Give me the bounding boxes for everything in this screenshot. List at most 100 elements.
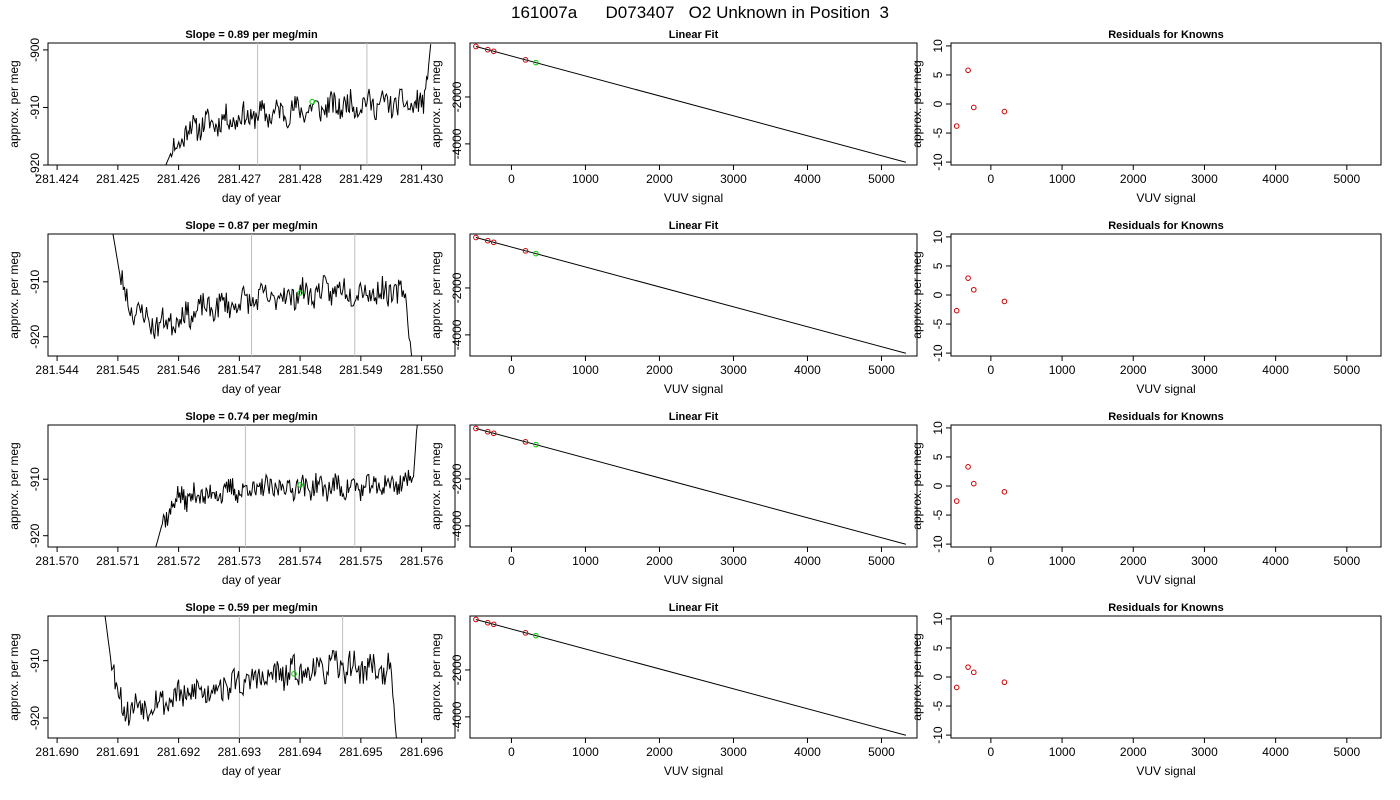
- y-tick-label: -5: [931, 700, 945, 711]
- unknown-point: [533, 59, 539, 66]
- x-tick-label: 4000: [794, 172, 821, 186]
- panel-title: Residuals for Knowns: [1108, 220, 1224, 232]
- known-point: [490, 430, 497, 437]
- y-tick-label: -10: [931, 726, 945, 744]
- x-axis-label: day of year: [222, 191, 281, 205]
- y-tick-label: -900: [28, 38, 42, 62]
- x-tick-label: 4000: [794, 745, 821, 759]
- panel-title: Slope = 0.87 per meg/min: [185, 220, 318, 232]
- x-tick-label: 0: [988, 745, 995, 759]
- x-tick-label: 281.695: [339, 745, 383, 759]
- x-tick-label: 4000: [1262, 554, 1289, 568]
- y-axis-label: approx. per meg: [7, 442, 21, 529]
- y-tick-label: -4000: [450, 510, 464, 541]
- x-tick-label: 281.546: [157, 363, 201, 377]
- unknown-point: [297, 290, 303, 296]
- x-tick-label: 0: [508, 172, 515, 186]
- y-tick-label: -910: [28, 269, 42, 293]
- residual-point: [970, 286, 977, 293]
- x-axis-label: day of year: [222, 764, 281, 778]
- residual-point: [965, 464, 971, 470]
- page-title: 161007a D073407 O2 Unknown in Position 3: [511, 3, 889, 22]
- x-tick-label: 281.424: [35, 172, 79, 186]
- x-tick-label: 2000: [646, 745, 673, 759]
- y-tick-label: -2000: [450, 654, 464, 685]
- y-axis-label: approx. per meg: [910, 60, 924, 147]
- x-tick-label: 1000: [572, 745, 599, 759]
- panel-title: Residuals for Knowns: [1108, 29, 1224, 41]
- y-tick-label: -910: [28, 648, 42, 672]
- x-tick-label: 281.430: [400, 172, 444, 186]
- timeseries-row-1: Slope = 0.89 per meg/min 281.424 281.425 28…: [7, 29, 456, 205]
- x-tick-label: 281.694: [278, 745, 322, 759]
- x-axis-label: VUV signal: [1136, 191, 1195, 205]
- x-tick-label: 5000: [1333, 172, 1360, 186]
- x-axis-label: day of year: [222, 573, 281, 587]
- x-tick-label: 4000: [794, 554, 821, 568]
- residual-point: [965, 67, 971, 74]
- residual-point: [970, 669, 977, 676]
- plot-frame: [47, 615, 456, 739]
- y-tick-label: -2000: [450, 272, 464, 303]
- y-tick-label: -5: [931, 318, 945, 329]
- plot-frame: [47, 424, 456, 548]
- plot-frame: [469, 233, 918, 357]
- residual-point: [965, 275, 971, 281]
- residual-point: [953, 307, 960, 314]
- x-axis-label: day of year: [222, 382, 281, 396]
- y-tick-label: 5: [931, 262, 945, 269]
- known-point: [490, 239, 497, 246]
- x-axis-label: VUV signal: [664, 764, 723, 778]
- x-tick-label: 281.548: [278, 363, 322, 377]
- y-tick-label: 0: [931, 100, 945, 107]
- residuals-row-1: Residuals for Knowns 0 1000 2000 3000 4000 500…: [910, 29, 1382, 205]
- y-axis-label: approx. per meg: [429, 60, 443, 147]
- x-tick-label: 4000: [794, 363, 821, 377]
- linearfit-row-1: Linear Fit 0 1000 2000 3000 4000 5000 -2000 -400…: [429, 29, 918, 205]
- plot-frame: [950, 615, 1382, 739]
- linearfit-row-2: Linear Fit 0 1000 2000 3000 4000 5000 -2000 -400…: [429, 220, 918, 396]
- y-tick-label: -910: [28, 95, 42, 119]
- x-tick-label: 2000: [1120, 363, 1147, 377]
- timeseries-row-2: Slope = 0.87 per meg/min 281.544 281.545 28…: [7, 220, 456, 396]
- signal-trace: [112, 234, 413, 356]
- x-tick-label: 3000: [1191, 363, 1218, 377]
- plot-frame: [47, 42, 456, 166]
- x-tick-label: 1000: [1049, 554, 1076, 568]
- y-tick-label: -920: [28, 523, 42, 547]
- unknown-point: [309, 98, 316, 105]
- x-tick-label: 1000: [1049, 172, 1076, 186]
- signal-trace: [104, 616, 397, 738]
- y-tick-label: 5: [931, 453, 945, 460]
- known-point: [484, 428, 491, 435]
- x-tick-label: 281.425: [96, 172, 140, 186]
- x-tick-label: 0: [988, 172, 995, 186]
- x-tick-label: 4000: [1262, 172, 1289, 186]
- y-tick-label: -10: [931, 153, 945, 171]
- x-tick-label: 2000: [646, 554, 673, 568]
- known-point: [522, 57, 529, 63]
- x-tick-label: 281.692: [157, 745, 201, 759]
- known-point: [473, 234, 479, 241]
- x-tick-label: 5000: [868, 745, 895, 759]
- y-tick-label: 10: [931, 39, 945, 53]
- timeseries-row-4: Slope = 0.59 per meg/min 281.690 281.691 28…: [7, 602, 456, 778]
- unknown-point: [533, 441, 539, 448]
- y-tick-label: -2000: [450, 81, 464, 112]
- x-axis-label: VUV signal: [1136, 573, 1195, 587]
- x-tick-label: 281.547: [218, 363, 262, 377]
- x-tick-label: 3000: [720, 745, 747, 759]
- signal-trace: [155, 425, 418, 547]
- residual-point: [1001, 489, 1008, 495]
- x-tick-label: 1000: [572, 363, 599, 377]
- x-tick-label: 3000: [720, 363, 747, 377]
- panel-title: Linear Fit: [669, 29, 719, 41]
- y-axis-label: approx. per meg: [7, 633, 21, 720]
- residuals-row-2: Residuals for Knowns 0 1000 2000 3000 4000 500…: [910, 220, 1382, 396]
- y-tick-label: 10: [931, 421, 945, 435]
- x-tick-label: 5000: [1333, 363, 1360, 377]
- residual-point: [970, 480, 977, 487]
- x-tick-label: 3000: [720, 554, 747, 568]
- x-tick-label: 0: [508, 745, 515, 759]
